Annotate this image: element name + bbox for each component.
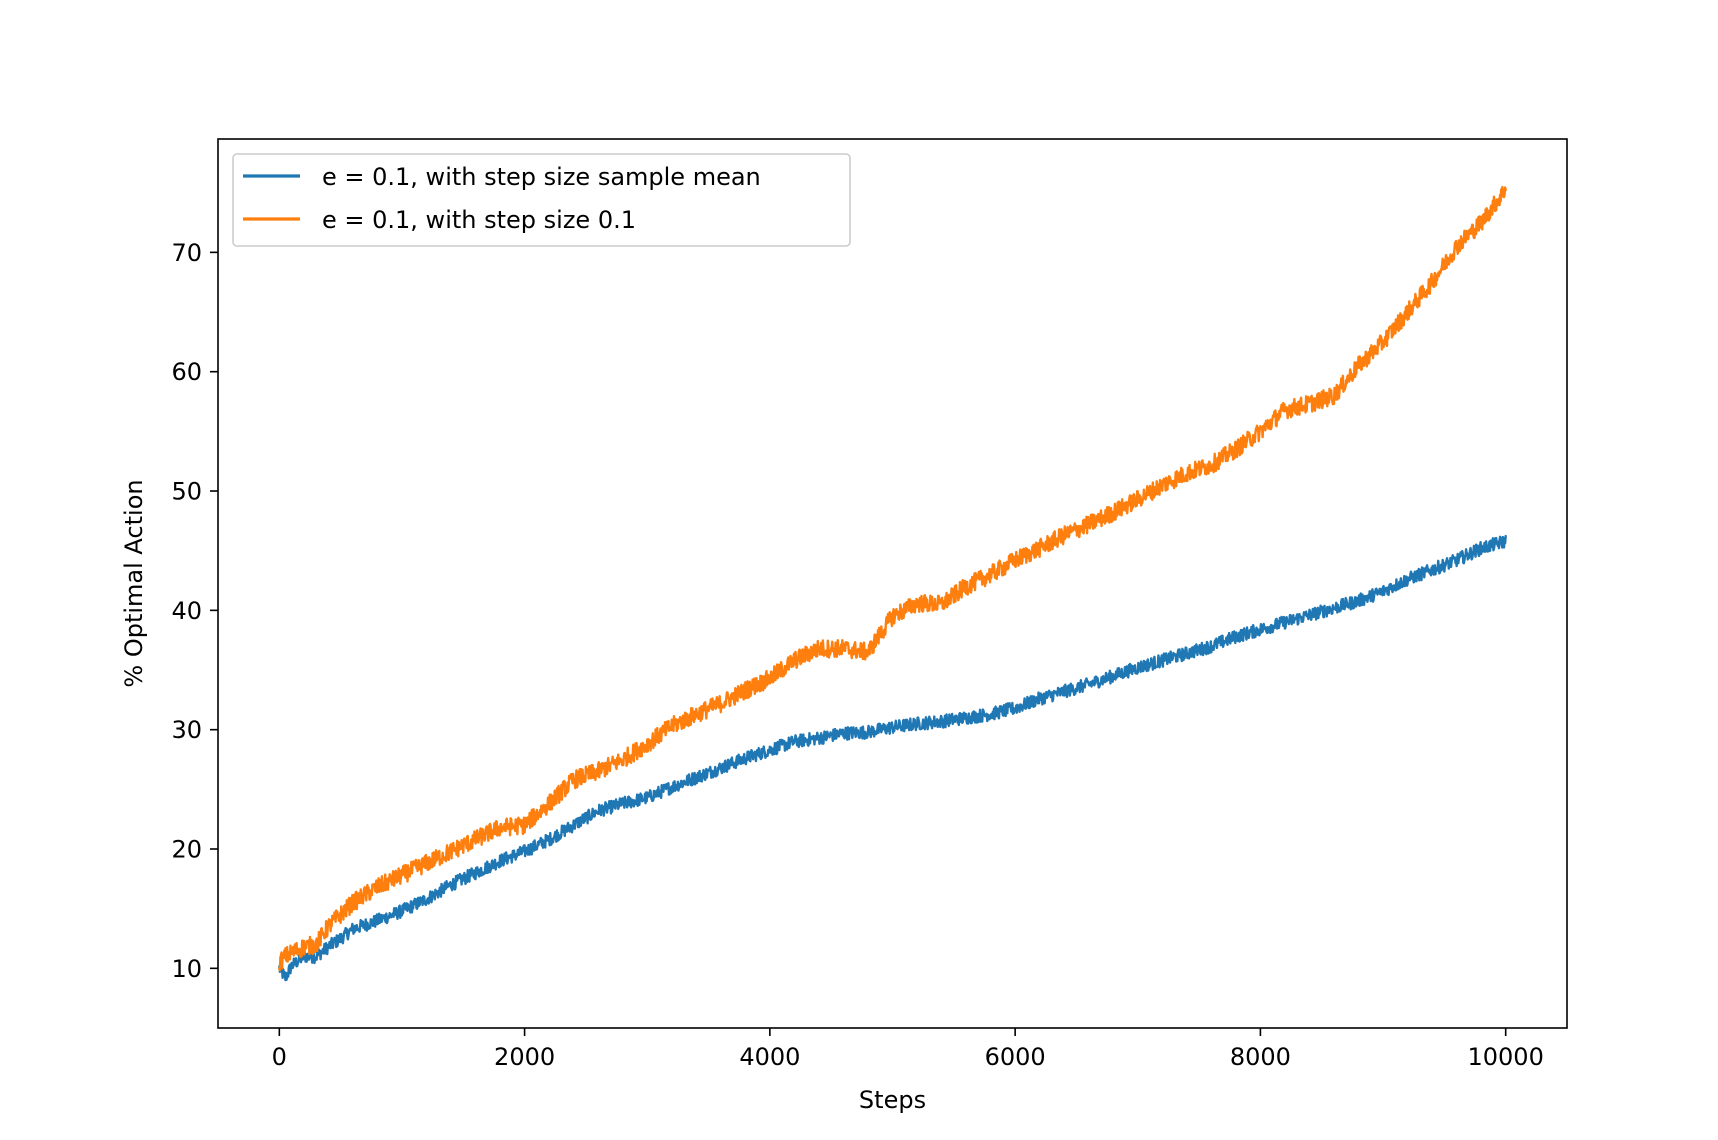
y-tick-label: 70 (171, 239, 202, 267)
plot-area (218, 139, 1567, 1028)
series-layer (278, 185, 1507, 982)
x-axis-label: Steps (859, 1086, 926, 1114)
y-tick-label: 50 (171, 478, 202, 506)
y-tick-label: 20 (171, 836, 202, 864)
legend: e = 0.1, with step size sample mean e = … (232, 153, 851, 247)
y-axis: 10 20 30 40 50 60 70 (171, 239, 218, 983)
legend-frame (232, 153, 851, 247)
y-tick-label: 30 (171, 716, 202, 744)
x-tick-label: 2000 (494, 1043, 555, 1071)
y-tick-label: 60 (171, 358, 202, 386)
plot-frame (217, 138, 1568, 1029)
legend-label-sample-mean: e = 0.1, with step size sample mean (322, 163, 761, 191)
y-tick-label: 40 (171, 597, 202, 625)
x-tick-label: 4000 (739, 1043, 800, 1071)
y-axis-label: % Optimal Action (120, 479, 148, 687)
x-tick-label: 0 (272, 1043, 287, 1071)
x-tick-label: 10000 (1468, 1043, 1544, 1071)
x-tick-label: 8000 (1230, 1043, 1291, 1071)
x-tick-label: 6000 (985, 1043, 1046, 1071)
x-axis: 0 2000 4000 6000 8000 10000 (272, 1028, 1544, 1071)
series-line-step-size (278, 185, 1507, 972)
y-tick-label: 10 (171, 955, 202, 983)
series-line-sample-mean (278, 534, 1507, 982)
legend-label-step-size: e = 0.1, with step size 0.1 (322, 206, 636, 234)
